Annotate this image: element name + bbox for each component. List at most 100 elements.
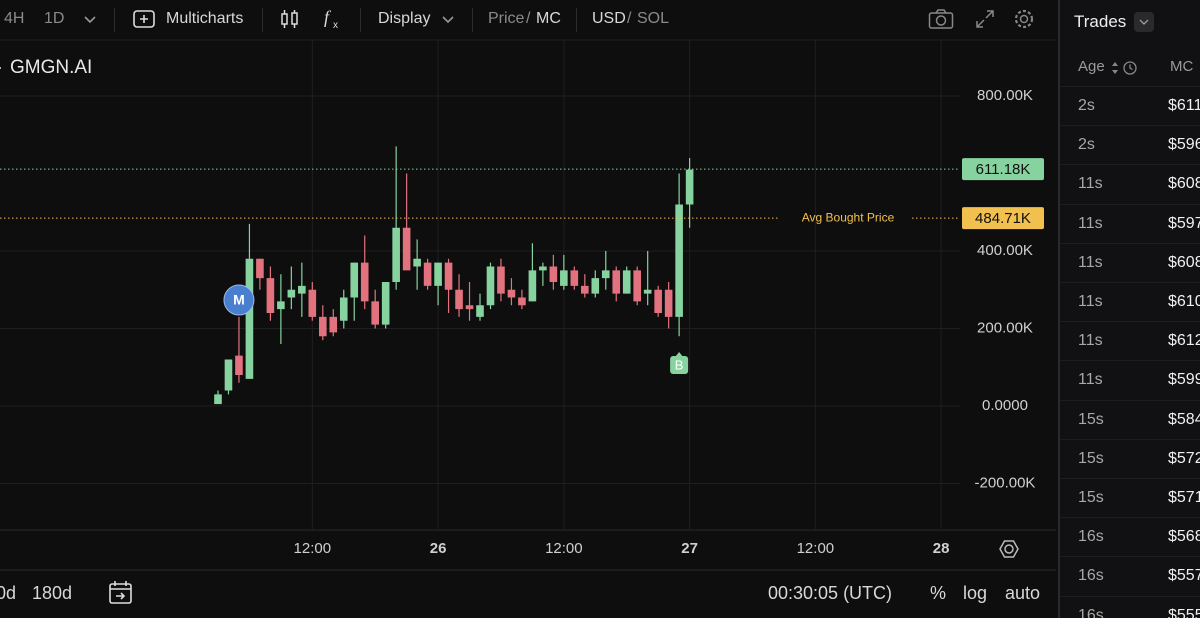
candles-icon[interactable] bbox=[280, 9, 300, 29]
separator bbox=[472, 8, 473, 32]
trade-row[interactable]: 11s $612 bbox=[1060, 321, 1200, 361]
x-tick-label: 28 bbox=[933, 540, 950, 557]
candle-body bbox=[560, 270, 568, 286]
trade-row[interactable]: 2s $596 bbox=[1060, 125, 1200, 165]
candle-body bbox=[413, 258, 421, 267]
candle-body bbox=[486, 266, 495, 306]
trade-row[interactable]: 16s $555 bbox=[1060, 595, 1200, 618]
time-settings-icon bbox=[999, 540, 1019, 558]
x-tick-label: 12:00 bbox=[545, 540, 583, 557]
usd-toggle[interactable]: USD bbox=[592, 10, 626, 27]
y-tick-label: -200.00K bbox=[975, 474, 1036, 491]
range[interactable]: 0d bbox=[0, 583, 17, 603]
candle-body bbox=[371, 301, 379, 325]
trade-row[interactable]: 16s $557 bbox=[1060, 556, 1200, 596]
candle-body bbox=[392, 227, 400, 282]
candle-body bbox=[643, 289, 652, 294]
x-tick-label: 12:00 bbox=[797, 540, 835, 557]
price-label-bg bbox=[962, 158, 1044, 181]
marker bbox=[670, 356, 689, 374]
separator bbox=[576, 8, 577, 32]
marker bbox=[223, 284, 255, 316]
multicharts[interactable]: Multicharts bbox=[166, 10, 244, 27]
trade-age: 15s bbox=[1078, 449, 1104, 467]
trades-title: Trades bbox=[1074, 12, 1127, 31]
candle-body bbox=[549, 266, 558, 282]
trades-panel: Trades Age MC 2s $611 2s $596 11s $608 11s $597… bbox=[1058, 0, 1200, 618]
column-header[interactable]: MC bbox=[1170, 58, 1194, 75]
trade-mc: $555 bbox=[1168, 606, 1200, 618]
legend: GMGN.AI bbox=[10, 57, 92, 78]
trade-row[interactable]: 2s $611 bbox=[1060, 86, 1200, 126]
trade-age: 15s bbox=[1078, 489, 1104, 506]
candle-body bbox=[235, 355, 243, 375]
candle-body bbox=[423, 262, 432, 286]
sol-toggle[interactable]: SOL bbox=[637, 10, 670, 27]
column-header[interactable]: Age bbox=[1078, 58, 1105, 75]
trade-row[interactable]: 15s $572 bbox=[1060, 438, 1200, 479]
candle-body bbox=[675, 204, 683, 317]
chevron[interactable] bbox=[440, 12, 456, 28]
gear-hex bbox=[999, 540, 1019, 558]
log-toggle[interactable]: log bbox=[963, 583, 988, 603]
trade-row[interactable]: 11s $597 bbox=[1060, 203, 1200, 244]
trade-row[interactable]: 11s $599 bbox=[1060, 360, 1200, 400]
candle-body bbox=[266, 278, 275, 313]
display[interactable]: Display bbox=[378, 10, 431, 27]
trade-row[interactable]: 11s $608 bbox=[1060, 164, 1200, 204]
trade-row[interactable]: 15s $584 bbox=[1060, 399, 1200, 440]
candle-body bbox=[633, 270, 642, 302]
clock[interactable]: 00:30:05 (UTC) bbox=[768, 583, 893, 603]
candle-body bbox=[245, 258, 254, 379]
interval[interactable]: 4H bbox=[4, 10, 25, 27]
trade-age: 2s bbox=[1078, 136, 1095, 154]
candle-body bbox=[476, 305, 484, 317]
range[interactable]: 180d bbox=[32, 583, 73, 603]
gear-ring bbox=[1004, 544, 1014, 554]
chart: 12:00 26 12:00 27 12:00 28 800.00K 400.00K 200.0… bbox=[0, 39, 1056, 571]
trade-mc: $611 bbox=[1168, 97, 1200, 114]
trade-row[interactable]: 16s $568 bbox=[1060, 517, 1200, 557]
camera-icon[interactable] bbox=[928, 8, 954, 30]
percent-toggle[interactable]: % bbox=[930, 583, 947, 603]
trade-mc: $571 bbox=[1168, 489, 1200, 506]
candle-body bbox=[339, 297, 348, 321]
date-range-icon[interactable] bbox=[108, 580, 134, 606]
candle-body bbox=[528, 270, 537, 302]
trade-row[interactable]: 11s $608 bbox=[1060, 242, 1200, 283]
svg-text:x: x bbox=[333, 20, 338, 31]
trade-mc: $557 bbox=[1168, 567, 1200, 585]
multicharts-icon[interactable] bbox=[133, 10, 155, 28]
price-toggle[interactable]: Price bbox=[488, 10, 525, 27]
settings-icon[interactable] bbox=[1013, 8, 1035, 30]
trade-mc: $568 bbox=[1168, 528, 1200, 546]
sort-icon[interactable] bbox=[1110, 60, 1140, 76]
trade-mc: $610 bbox=[1168, 293, 1200, 310]
candle-body bbox=[622, 270, 631, 294]
trades-dropdown[interactable] bbox=[1134, 12, 1154, 32]
interval[interactable]: 1D bbox=[44, 10, 65, 27]
trade-row[interactable]: 11s $610 bbox=[1060, 282, 1200, 322]
candle-body bbox=[256, 258, 264, 279]
legend-dot: · bbox=[0, 57, 3, 77]
price-label: 484.71K bbox=[975, 210, 1031, 227]
chevron[interactable] bbox=[82, 12, 98, 28]
auto-toggle[interactable]: auto bbox=[1005, 583, 1041, 603]
trade-age: 11s bbox=[1078, 175, 1103, 193]
candle-body bbox=[329, 316, 338, 333]
trade-mc: $572 bbox=[1168, 449, 1200, 467]
trade-age: 16s bbox=[1078, 528, 1104, 546]
mc-toggle[interactable]: MC bbox=[536, 10, 561, 27]
candle-body bbox=[612, 270, 621, 294]
marker-label: B bbox=[675, 357, 684, 372]
x-tick-label: 12:00 bbox=[294, 540, 332, 557]
candle-body bbox=[381, 281, 390, 325]
candle-body bbox=[287, 289, 296, 298]
trade-row[interactable]: 15s $571 bbox=[1060, 478, 1200, 518]
fullscreen-icon[interactable] bbox=[975, 9, 995, 29]
trade-age: 11s bbox=[1078, 371, 1103, 389]
y-tick-label: 0.0000 bbox=[982, 397, 1028, 414]
marker-pointer bbox=[675, 352, 684, 357]
